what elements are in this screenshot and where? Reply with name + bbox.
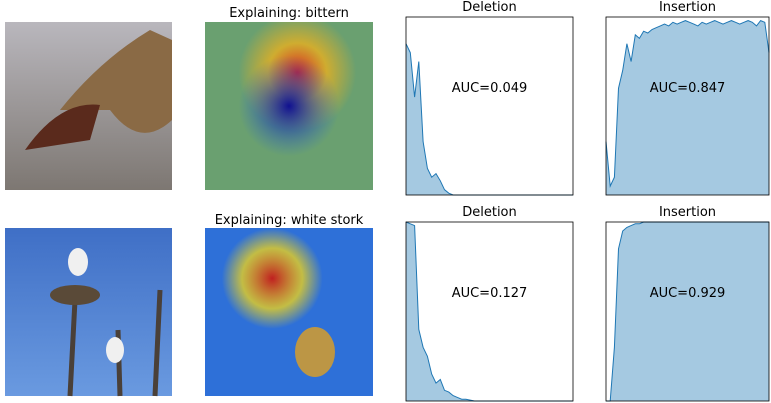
line — [405, 43, 573, 196]
area — [606, 222, 769, 401]
chart-title: Deletion — [462, 0, 517, 15]
area — [406, 43, 573, 196]
plot-frame — [605, 16, 770, 196]
plot-frame — [405, 221, 574, 402]
plot-frame — [405, 16, 574, 196]
annotation: AUC=0.847 — [650, 81, 726, 96]
image-stork — [5, 228, 172, 397]
area — [406, 222, 573, 401]
heatmap-stork — [205, 228, 373, 396]
image-title: Explaining: bittern — [229, 6, 349, 21]
annotation: AUC=0.127 — [452, 286, 528, 301]
annotation: AUC=0.929 — [650, 286, 726, 301]
image-bittern — [5, 22, 172, 190]
plot-frame — [605, 221, 770, 402]
chart-title: Insertion — [659, 205, 716, 220]
area — [606, 20, 769, 195]
chart-title: Insertion — [659, 0, 716, 15]
annotation: AUC=0.049 — [452, 81, 528, 96]
image-title: Explaining: white stork — [215, 213, 364, 228]
chart-title: Deletion — [462, 205, 517, 220]
line — [605, 19, 770, 188]
heatmap-bittern — [205, 22, 373, 190]
